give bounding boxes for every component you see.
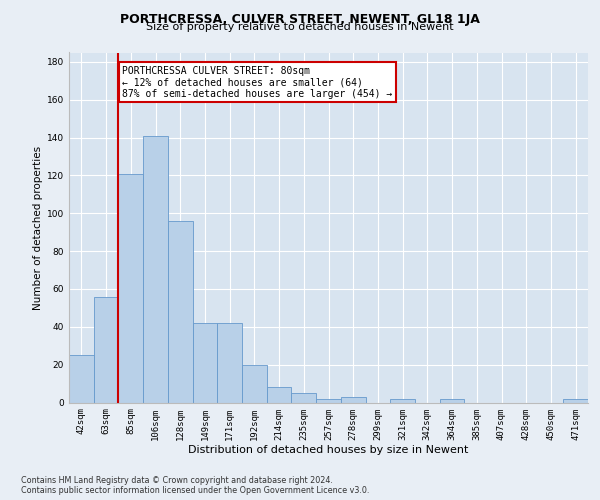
Bar [242,364,267,403]
Y-axis label: Number of detached properties: Number of detached properties [33,146,43,310]
Text: PORTHCRESSA CULVER STREET: 80sqm
← 12% of detached houses are smaller (64)
87% o: PORTHCRESSA CULVER STREET: 80sqm ← 12% o… [122,66,392,99]
Bar [390,398,415,402]
Bar [267,388,292,402]
Text: PORTHCRESSA, CULVER STREET, NEWENT, GL18 1JA: PORTHCRESSA, CULVER STREET, NEWENT, GL18… [120,12,480,26]
Text: Contains HM Land Registry data © Crown copyright and database right 2024.: Contains HM Land Registry data © Crown c… [21,476,333,485]
Bar [69,355,94,403]
Bar [440,398,464,402]
Bar [143,136,168,402]
Bar [316,398,341,402]
Bar [341,397,365,402]
Bar [94,296,118,403]
Bar [563,398,588,402]
Bar [168,221,193,402]
Bar [292,393,316,402]
Bar [217,323,242,402]
X-axis label: Distribution of detached houses by size in Newent: Distribution of detached houses by size … [188,445,469,455]
Bar [118,174,143,402]
Bar [193,323,217,402]
Text: Contains public sector information licensed under the Open Government Licence v3: Contains public sector information licen… [21,486,370,495]
Text: Size of property relative to detached houses in Newent: Size of property relative to detached ho… [146,22,454,32]
